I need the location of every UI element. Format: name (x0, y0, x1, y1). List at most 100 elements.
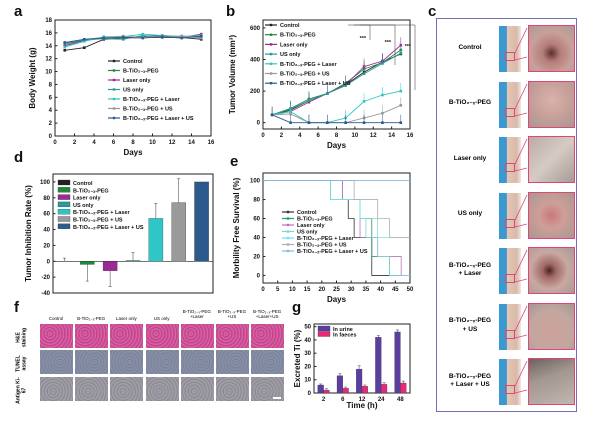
group-label: B-TiO₂₋ₓ-PEG + US (448, 317, 492, 333)
x-tick-label: 10 (289, 287, 296, 293)
histology-image (251, 350, 285, 374)
scale-bar (273, 397, 281, 399)
chart-b-tumor-volume: 0 200 400 600 0 2 4 6 8 10 12 14 16 Days Tumor Volume … (228, 19, 416, 150)
group-label: Control (458, 43, 482, 51)
y-tick-label: 80 (253, 198, 260, 204)
y-tick-label: 2 (49, 121, 53, 127)
legend-label: Control (123, 59, 143, 65)
data-point (326, 92, 329, 95)
y-tick-label: 60 (253, 217, 260, 223)
legend-swatch (57, 187, 71, 193)
histology-image (75, 350, 109, 374)
mouse-photo (499, 248, 521, 294)
bar (400, 382, 407, 394)
zoom-region-box (505, 218, 515, 228)
y-tick-label: 10 (304, 378, 311, 384)
legend-label: In faeces (333, 333, 357, 339)
x-tick-label: 24 (378, 397, 385, 403)
legend-label: B-TiO₂₋ₓ-PEG + Laser (280, 62, 337, 68)
data-point (199, 36, 203, 40)
column-header: Laser only (116, 316, 137, 321)
legend-label: B-TiO₂₋ₓ-PEG + US (123, 107, 173, 113)
y-axis-label: Tumor Inhibition Rate (%) (24, 185, 33, 282)
significance-marker: *** (405, 44, 412, 50)
bar (361, 386, 368, 394)
zoom-region-box (505, 385, 515, 394)
mouse-photo-row: B-TiO₂₋ₓ-PEG (437, 79, 578, 129)
legend-marker (269, 33, 273, 36)
series-line-3 (272, 52, 402, 116)
bar (171, 202, 186, 262)
legend-label: B-TiO₂₋ₓ-PEG + Laser (123, 97, 180, 103)
column-header: B-TiO₂₋ₓ-PEG +Laser (182, 309, 211, 320)
bar (381, 384, 388, 394)
plot-frame (262, 172, 411, 284)
legend-marker (286, 249, 290, 253)
group-label: Laser only (453, 154, 487, 162)
series-line-4 (272, 90, 401, 124)
histology-image (145, 324, 179, 348)
zoom-connector (514, 249, 528, 283)
mouse-photo-row: Control (437, 23, 578, 73)
x-tick-label: 10 (352, 133, 359, 139)
legend-swatch (57, 194, 71, 200)
bar (125, 260, 141, 262)
y-axis-label: Morbility Free Survival (%) (232, 177, 241, 278)
histology-image (216, 377, 249, 401)
x-tick-label: 20 (318, 287, 325, 293)
data-point (82, 38, 86, 41)
series-line-1 (272, 49, 402, 116)
zoom-region-box (505, 107, 515, 117)
legend-label: B-TiO₂₋ₓ-PEG + Laser + US (73, 225, 144, 231)
legend-marker (286, 223, 290, 227)
tumor-closeup-photo (528, 302, 575, 350)
y-tick-label: 200 (250, 89, 261, 95)
panel-label-d: d (14, 149, 23, 166)
series-line-6 (272, 114, 401, 124)
x-tick-label: 40 (377, 287, 384, 293)
x-tick-label: 0 (53, 140, 57, 146)
mouse-photo (499, 359, 521, 405)
tumor-closeup-photo (528, 25, 575, 72)
data-point (121, 38, 125, 41)
plot-frame (52, 173, 214, 294)
data-point (381, 121, 384, 124)
legend-label: Control (73, 181, 93, 187)
bar (148, 218, 164, 262)
series-line-4 (263, 180, 410, 238)
group-label: US only (457, 210, 483, 218)
zoom-connector (514, 305, 528, 338)
bar (317, 384, 324, 394)
x-tick-label: 25 (333, 287, 340, 293)
series-line-3 (263, 180, 410, 276)
y-tick-label: 50 (304, 325, 311, 331)
data-point (399, 89, 403, 93)
zoom-region-box (505, 329, 515, 339)
x-tick-label: 10 (149, 140, 156, 146)
data-point (362, 121, 366, 124)
legend-marker (286, 210, 290, 214)
y-tick-label: 30 (304, 351, 311, 357)
histology-image (180, 350, 214, 374)
x-tick-label: 14 (188, 140, 195, 146)
y-tick-label: 400 (250, 57, 261, 63)
panel-c-mouse-photos: Control B-TiO₂₋ₓ-PEG Laser only US only … (436, 18, 577, 412)
legend-marker (286, 217, 290, 220)
column-header: B-TiO₂₋ₓ-PEG +Laser+US (253, 309, 282, 320)
data-point (180, 36, 184, 40)
legend-label: Control (280, 23, 300, 29)
legend-marker (286, 230, 290, 233)
y-tick-label: -40 (41, 291, 50, 297)
data-point (307, 99, 311, 102)
row-label: TUNEL assay (15, 355, 28, 372)
legend-label: B-TiO₂₋ₓ-PEG + Laser (297, 236, 354, 242)
mouse-photo-row: B-TiO₂₋ₓ-PEG + Laser (437, 245, 578, 295)
row-label: Antigen Ki-67 (15, 377, 28, 404)
x-tick-label: 12 (359, 397, 366, 403)
zoom-region-box (505, 52, 515, 61)
y-axis-label: Excreted Ti (%) (293, 329, 302, 387)
legend-label: Control (297, 210, 317, 216)
y-tick-label: 0 (47, 259, 51, 265)
mouse-photo-row: US only (437, 190, 578, 240)
y-tick-label: 18 (45, 18, 52, 24)
